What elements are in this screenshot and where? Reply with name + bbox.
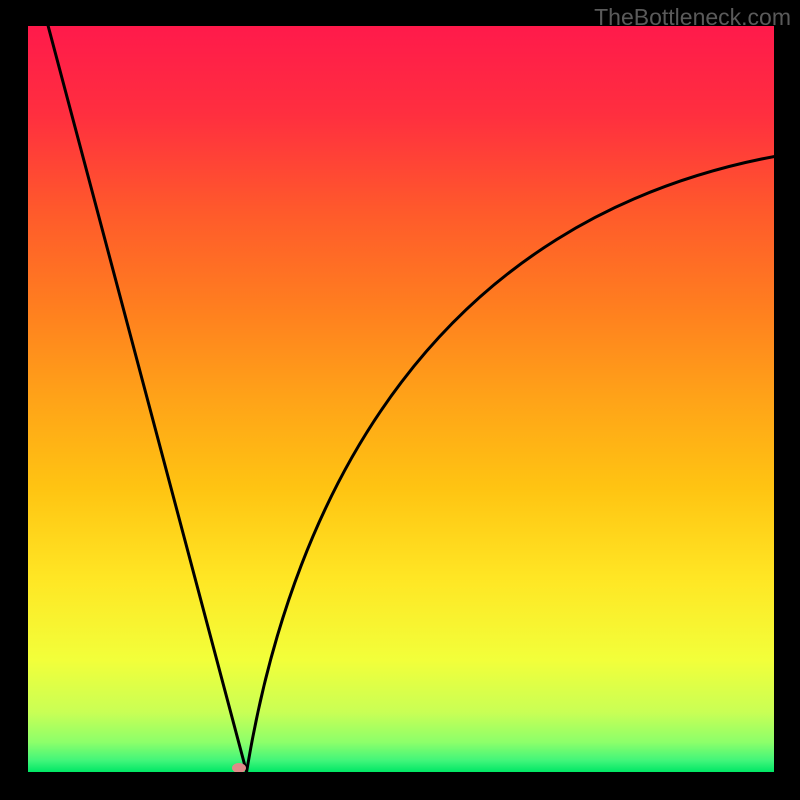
optimum-marker — [232, 763, 246, 772]
watermark-text: TheBottleneck.com — [594, 4, 791, 31]
chart-stage: TheBottleneck.com — [0, 0, 800, 800]
plot-area — [28, 26, 774, 772]
curve-path — [48, 26, 774, 772]
bottleneck-curve — [28, 26, 774, 772]
